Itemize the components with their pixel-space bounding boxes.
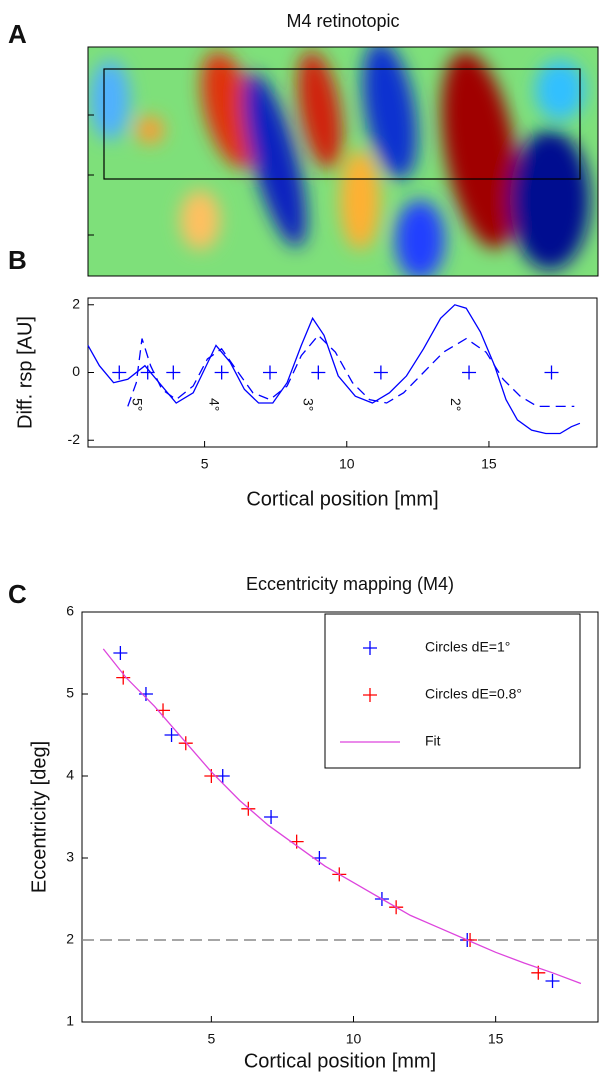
axes-frame (87, 297, 598, 448)
axes-frame (81, 611, 599, 1023)
y-axis-label: Eccentricity [deg] (28, 741, 50, 893)
legend-label: Circles dE=1° (425, 639, 510, 655)
cross-marker (463, 933, 478, 947)
annotation: 5° (130, 398, 146, 411)
x-axis-label: Cortical position [mm] (244, 1050, 436, 1072)
cross-marker (545, 974, 560, 988)
cross-marker (214, 365, 229, 380)
panel-label: C (8, 579, 27, 609)
y-tick-label: 1 (66, 1013, 74, 1029)
series-line (87, 304, 581, 435)
cross-marker (112, 365, 127, 380)
x-tick-label: 15 (481, 456, 497, 472)
annotation: 4° (206, 398, 222, 411)
annotation: 3° (300, 398, 316, 411)
cross-marker (113, 646, 128, 660)
cross-marker (116, 670, 131, 685)
axis-ticks (88, 114, 94, 236)
panel-label: B (8, 245, 27, 275)
y-tick-label: 2 (66, 931, 74, 947)
x-tick-label: 10 (339, 456, 355, 472)
chart-title: Eccentricity mapping (M4) (246, 574, 454, 594)
y-tick-label: 0 (72, 363, 80, 379)
axes-frame (87, 46, 599, 277)
panel-label: A (8, 19, 27, 49)
legend-marker (363, 688, 377, 702)
y-tick-label: 2 (72, 295, 80, 311)
y-tick-label: 3 (66, 849, 74, 865)
y-tick-label: 4 (66, 767, 74, 783)
cross-marker (164, 728, 179, 742)
y-tick-label: -2 (68, 431, 81, 447)
annotation: 2° (448, 398, 464, 411)
x-tick-label: 15 (488, 1031, 504, 1047)
series-line (127, 334, 575, 408)
x-tick-label: 5 (207, 1031, 215, 1047)
cross-marker (544, 365, 559, 380)
cross-marker (462, 365, 477, 380)
cross-marker (262, 365, 277, 380)
retinotopic-map (88, 47, 598, 276)
chart-title: M4 retinotopic (286, 11, 399, 31)
cross-marker (140, 365, 155, 380)
y-tick-label: 5 (66, 685, 74, 701)
legend-label: Fit (425, 733, 441, 749)
y-tick-label: 6 (66, 603, 74, 619)
legend-marker (363, 641, 377, 655)
legend-label: Circles dE=0.8° (425, 686, 522, 702)
y-axis-label: Diff. rsp [AU] (14, 316, 36, 429)
series-line (102, 648, 582, 985)
cross-marker (373, 365, 388, 380)
x-tick-label: 10 (346, 1031, 362, 1047)
cross-marker (166, 365, 181, 380)
x-tick-label: 5 (201, 456, 209, 472)
x-axis-label: Cortical position [mm] (246, 488, 438, 510)
cross-marker (264, 810, 279, 824)
cross-marker (311, 365, 326, 380)
cross-marker (138, 687, 153, 701)
